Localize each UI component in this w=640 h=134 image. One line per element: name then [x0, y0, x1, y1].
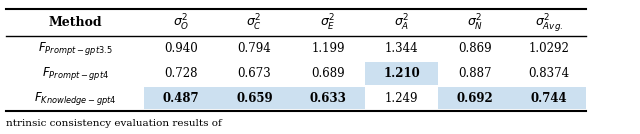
Text: 1.344: 1.344	[385, 42, 419, 55]
Text: 0.673: 0.673	[237, 67, 271, 80]
Text: $\sigma^2_{C}$: $\sigma^2_{C}$	[246, 13, 262, 33]
Text: 0.633: 0.633	[310, 92, 346, 105]
Text: $F_{Knowledge-gpt4}$: $F_{Knowledge-gpt4}$	[34, 90, 116, 107]
Text: 0.487: 0.487	[163, 92, 199, 105]
Text: $\sigma^2_{E}$: $\sigma^2_{E}$	[320, 13, 336, 33]
Text: $\sigma^2_{N}$: $\sigma^2_{N}$	[467, 13, 483, 33]
FancyBboxPatch shape	[512, 87, 586, 109]
Text: $\sigma^2_{Avg.}$: $\sigma^2_{Avg.}$	[534, 12, 563, 34]
Text: 1.0292: 1.0292	[529, 42, 569, 55]
FancyBboxPatch shape	[291, 87, 365, 109]
Text: 0.659: 0.659	[236, 92, 273, 105]
Text: $\sigma^2_{A}$: $\sigma^2_{A}$	[394, 13, 409, 33]
FancyBboxPatch shape	[144, 87, 218, 109]
Text: 1.210: 1.210	[383, 67, 420, 80]
Text: 0.794: 0.794	[237, 42, 271, 55]
Text: $F_{Prompt-gpt4}$: $F_{Prompt-gpt4}$	[42, 65, 109, 82]
Text: 1.199: 1.199	[311, 42, 345, 55]
Text: 0.728: 0.728	[164, 67, 198, 80]
Text: 0.8374: 0.8374	[528, 67, 570, 80]
Text: 1.249: 1.249	[385, 92, 419, 105]
Text: 0.887: 0.887	[458, 67, 492, 80]
Text: Method: Method	[49, 16, 102, 29]
Text: $\sigma^2_{O}$: $\sigma^2_{O}$	[173, 13, 189, 33]
Text: 0.940: 0.940	[164, 42, 198, 55]
Text: $F_{Prompt-gpt3.5}$: $F_{Prompt-gpt3.5}$	[38, 40, 113, 57]
Text: 0.744: 0.744	[531, 92, 567, 105]
Text: 0.692: 0.692	[457, 92, 493, 105]
Text: ntrinsic consistency evaluation results of: ntrinsic consistency evaluation results …	[6, 119, 225, 128]
Text: 0.689: 0.689	[311, 67, 345, 80]
FancyBboxPatch shape	[438, 87, 512, 109]
FancyBboxPatch shape	[365, 62, 438, 85]
Text: 0.869: 0.869	[458, 42, 492, 55]
FancyBboxPatch shape	[218, 87, 291, 109]
